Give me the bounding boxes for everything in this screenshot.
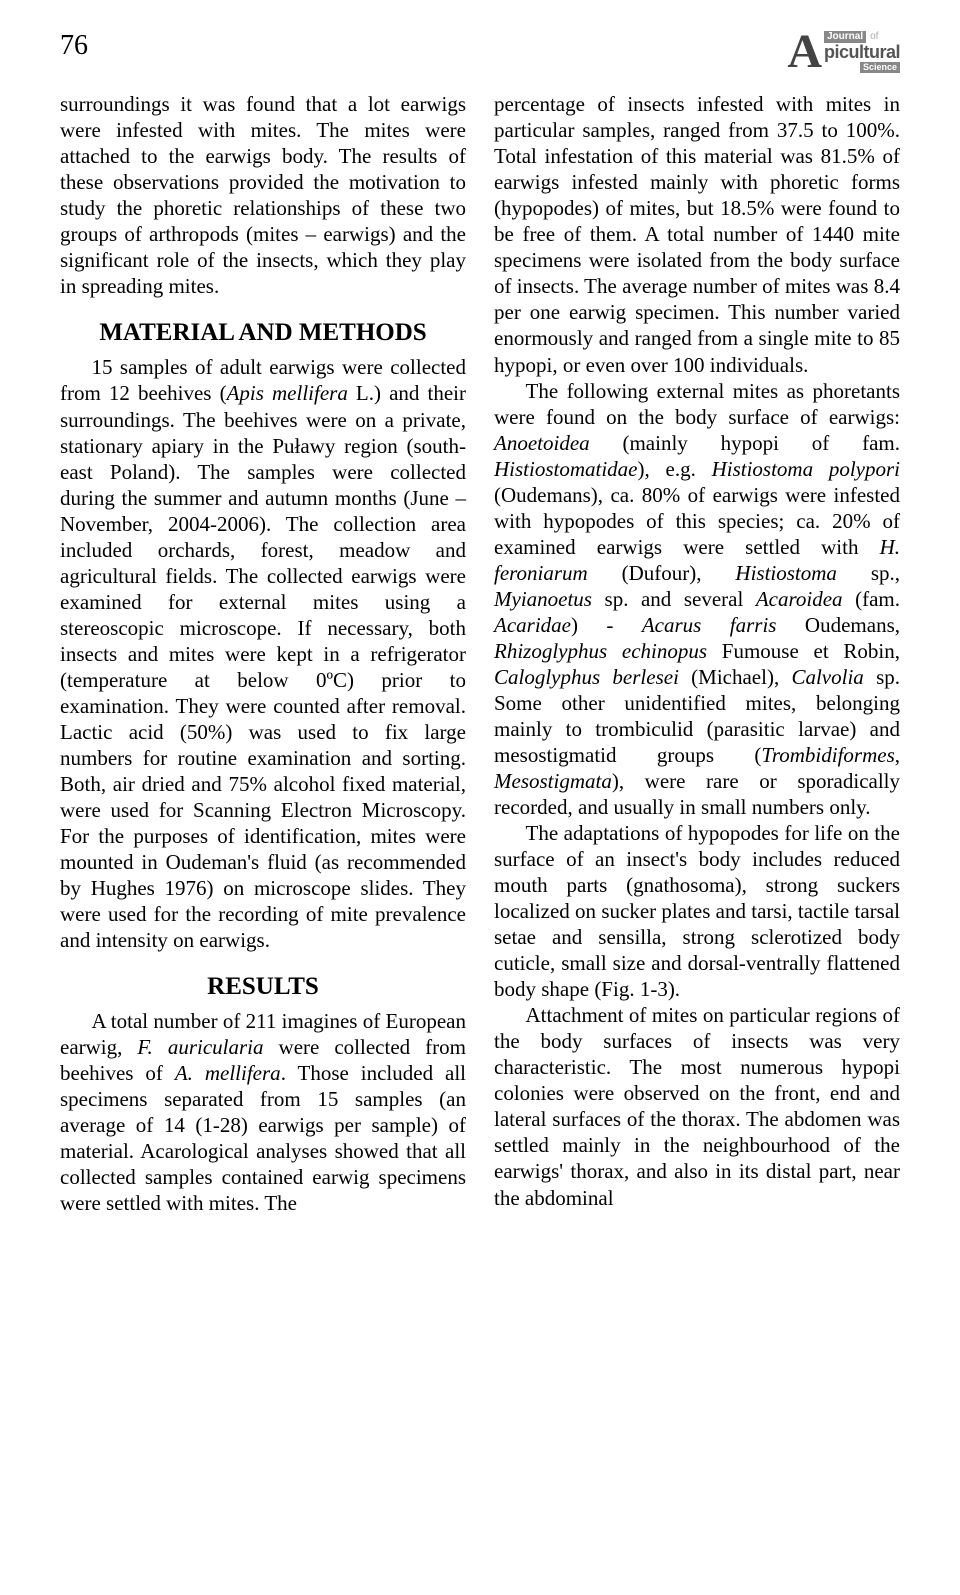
taxon-histiostoma-polypori: Histiostoma polypori bbox=[712, 457, 900, 481]
taxon-anoetoidea: Anoetoidea bbox=[494, 431, 590, 455]
species-apis-mellifera: Apis mellifera bbox=[227, 381, 348, 405]
species-a-mellifera: A. mellifera bbox=[175, 1061, 281, 1085]
p2-a: The following external mites as phoretan… bbox=[494, 379, 900, 429]
taxon-histiostomatidae: Histiostomatidae bbox=[494, 457, 638, 481]
intro-continuation: surroundings it was found that a lot ear… bbox=[60, 91, 466, 299]
taxon-acarus-farris: Acarus farris bbox=[642, 613, 777, 637]
journal-logo: A Journal of picultural Science bbox=[787, 30, 900, 73]
p2-g: sp. and several bbox=[592, 587, 756, 611]
adaptations-paragraph: The adaptations of hypopodes for life on… bbox=[494, 820, 900, 1002]
logo-text-block: Journal of picultural Science bbox=[824, 31, 900, 73]
heading-results: RESULTS bbox=[60, 971, 466, 1002]
logo-science-word: Science bbox=[860, 62, 900, 73]
taxon-acaroidea: Acaroidea bbox=[756, 587, 843, 611]
logo-journal-word: Journal bbox=[824, 31, 866, 43]
page: 76 A Journal of picultural Science surro… bbox=[0, 0, 960, 1256]
methods-paragraph: 15 samples of adult earwigs were collect… bbox=[60, 354, 466, 953]
taxon-acaridae: Acaridae bbox=[494, 613, 571, 637]
logo-of-word: of bbox=[870, 32, 878, 42]
p2-n: , bbox=[895, 743, 900, 767]
p2-j: Oudemans, bbox=[776, 613, 900, 637]
taxon-calvolia: Calvolia bbox=[791, 665, 863, 689]
taxon-trombidiformes: Trombidiformes bbox=[761, 743, 894, 767]
heading-material-methods: MATERIAL AND METHODS bbox=[60, 317, 466, 348]
methods-text-b: L.) and their surroundings. The beehives… bbox=[60, 381, 466, 952]
attachment-paragraph: Attachment of mites on particular region… bbox=[494, 1002, 900, 1210]
species-f-auricularia: F. auricularia bbox=[137, 1035, 263, 1059]
p2-k: Fumouse et Robin, bbox=[707, 639, 900, 663]
phoretants-paragraph: The following external mites as phoretan… bbox=[494, 378, 900, 821]
p2-h: (fam. bbox=[843, 587, 900, 611]
taxon-mesostigmata: Mesostigmata bbox=[494, 769, 612, 793]
p2-d: (Oudemans), ca. 80% of earwigs were infe… bbox=[494, 483, 900, 559]
p2-f: sp., bbox=[837, 561, 900, 585]
logo-picultural-word: picultural bbox=[824, 43, 900, 61]
logo-letter-a: A bbox=[787, 30, 822, 73]
taxon-histiostoma: Histiostoma bbox=[735, 561, 837, 585]
page-number: 76 bbox=[60, 30, 88, 62]
taxon-caloglyphus-berlesei: Caloglyphus berlesei bbox=[494, 665, 679, 689]
body-columns: surroundings it was found that a lot ear… bbox=[60, 91, 900, 1216]
results-paragraph-1: A total number of 211 imagines of Europe… bbox=[60, 1008, 466, 1216]
logo-top-line: Journal of bbox=[824, 31, 900, 43]
p2-i: ) - bbox=[571, 613, 642, 637]
taxon-myianoetus: Myianoetus bbox=[494, 587, 592, 611]
results-continuation: percentage of insects infested with mite… bbox=[494, 91, 900, 377]
page-header: 76 A Journal of picultural Science bbox=[60, 30, 900, 73]
taxon-rhizoglyphus-echinopus: Rhizoglyphus echinopus bbox=[494, 639, 707, 663]
p2-b: (mainly hypopi of fam. bbox=[590, 431, 900, 455]
p2-l: (Michael), bbox=[679, 665, 792, 689]
p2-e: (Dufour), bbox=[588, 561, 736, 585]
p2-c: ), e.g. bbox=[638, 457, 712, 481]
